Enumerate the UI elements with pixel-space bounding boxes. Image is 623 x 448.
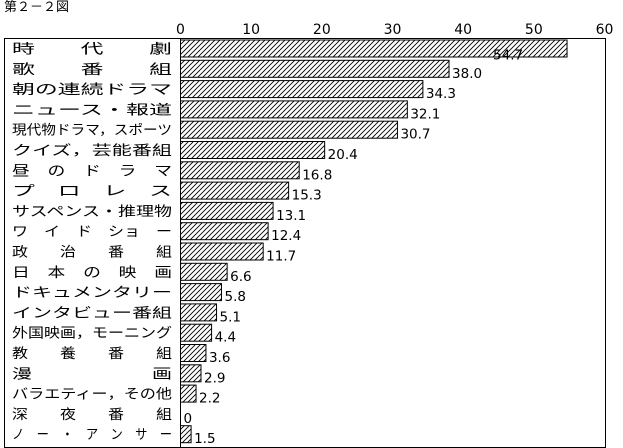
category-label: 時 代 劇 xyxy=(12,42,172,58)
bar xyxy=(180,364,202,383)
x-axis-ticks: 0 10 20 30 40 50 60 xyxy=(176,22,613,38)
value-labels: 54.7 38.0 34.3 32.1 30.7 20.4 16.8 15.3 13.1 12.4… xyxy=(184,48,524,448)
category-label: バラエティー，その他 xyxy=(12,387,172,403)
bar xyxy=(180,39,568,58)
value-label: 6.6 xyxy=(230,269,251,285)
value-label: 30.7 xyxy=(400,127,430,143)
category-label: ドキュメンタリー xyxy=(12,285,172,301)
category-label: 深 夜 番 組 xyxy=(12,407,172,423)
category-label: サスペンス・推理物 xyxy=(12,204,172,220)
value-label: 15.3 xyxy=(292,188,322,204)
value-label: 54.7 xyxy=(493,48,523,64)
figure-label: 第２－２図 xyxy=(4,0,70,15)
bar xyxy=(180,181,290,200)
bars xyxy=(180,39,568,444)
category-label: 教 養 番 組 xyxy=(12,345,172,362)
value-label: 2.2 xyxy=(199,391,220,407)
value-label: 13.1 xyxy=(276,208,306,224)
category-label: ニュース・報道 xyxy=(12,102,172,118)
category-label: 日 本 の 映 画 xyxy=(12,265,172,281)
category-label: 政 治 番 組 xyxy=(12,245,172,261)
bar xyxy=(180,323,213,342)
bar xyxy=(180,303,218,322)
category-label: プ ロ レ ス xyxy=(12,184,172,200)
bar xyxy=(180,384,197,403)
category-label: インタビュー番組 xyxy=(12,305,172,321)
x-tick-label: 10 xyxy=(242,22,260,38)
category-label: クイズ，芸能番組 xyxy=(12,143,172,159)
value-label: 20.4 xyxy=(328,147,358,163)
x-tick-label: 0 xyxy=(176,22,185,38)
bar xyxy=(180,120,398,139)
category-label: 漫 画 xyxy=(12,366,172,382)
value-label: 4.4 xyxy=(215,330,236,346)
bar xyxy=(180,425,192,444)
value-label: 34.3 xyxy=(426,86,456,102)
x-tick-label: 50 xyxy=(525,22,543,38)
bar xyxy=(180,222,269,241)
x-tick-label: 30 xyxy=(384,22,402,38)
value-label: 2.9 xyxy=(204,370,225,386)
value-label: 12.4 xyxy=(271,228,301,244)
value-label: 5.8 xyxy=(224,289,245,305)
bar xyxy=(180,242,264,261)
category-labels: 時 代 劇歌 番 組朝の連続ドラマニュース・報道現代物ドラマ，スポーツクイズ，芸… xyxy=(12,42,172,444)
bar xyxy=(180,141,326,159)
bar xyxy=(180,344,207,362)
category-label: 歌 番 組 xyxy=(12,62,172,78)
value-label: 38.0 xyxy=(452,66,482,82)
value-label: 3.6 xyxy=(209,350,230,366)
value-label: 32.1 xyxy=(410,106,440,122)
value-label: 0 xyxy=(184,411,193,427)
value-label: 16.8 xyxy=(302,167,332,183)
category-label: 現代物ドラマ，スポーツ xyxy=(12,123,172,139)
x-tick-label: 60 xyxy=(596,22,614,38)
bar xyxy=(180,100,408,119)
bar xyxy=(180,262,228,281)
x-tick-label: 20 xyxy=(313,22,331,38)
category-label: 朝の連続ドラマ xyxy=(12,82,172,98)
x-tick-label: 40 xyxy=(454,22,472,38)
bar xyxy=(180,201,274,220)
category-label: ワ イ ド ショ ー xyxy=(12,224,172,240)
bar xyxy=(180,59,450,78)
category-label: ノ ー ・ ア ン サ ー xyxy=(12,427,172,443)
category-label: 昼 の ド ラ マ xyxy=(12,163,172,179)
value-label: 11.7 xyxy=(266,249,296,265)
category-label: 外国映画，モーニング xyxy=(12,326,172,342)
bar xyxy=(180,161,300,180)
bar xyxy=(180,283,222,302)
value-label: 5.1 xyxy=(220,309,241,325)
bar xyxy=(180,80,424,99)
value-label: 1.5 xyxy=(194,431,215,447)
